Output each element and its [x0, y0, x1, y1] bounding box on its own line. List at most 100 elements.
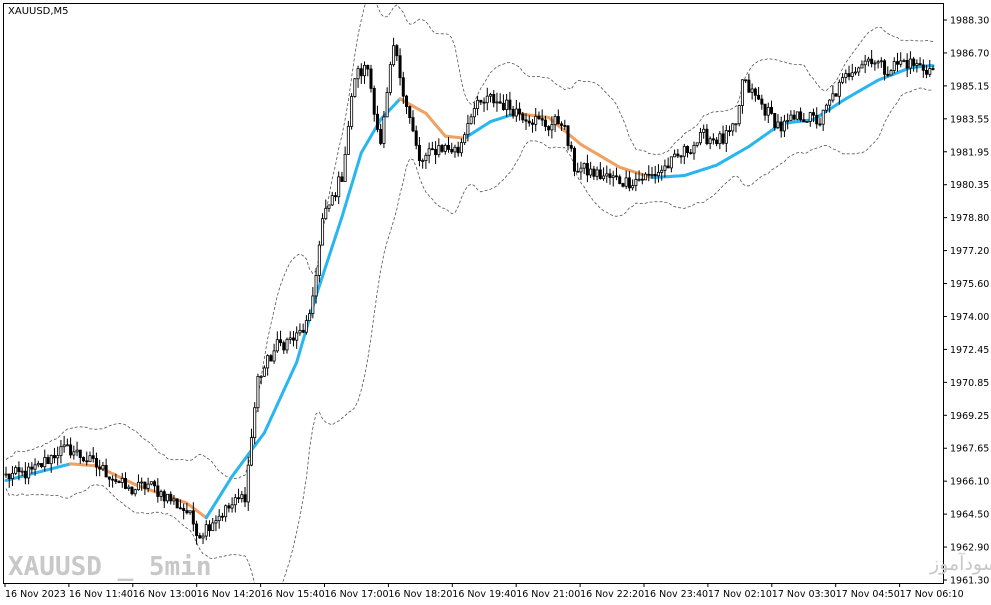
candle-body: [605, 173, 609, 177]
candle-body: [421, 160, 425, 162]
candle-body: [608, 173, 612, 178]
lower-band: [5, 87, 934, 583]
x-tick-label: 17 Nov 03:30: [772, 589, 836, 600]
candle-body: [237, 497, 241, 500]
candle-body: [530, 122, 534, 125]
candle-body: [388, 64, 392, 93]
candle-body: [812, 112, 816, 116]
candle-body: [492, 94, 496, 104]
candle-body: [324, 207, 328, 220]
candle-body: [524, 119, 528, 122]
candle-body: [795, 111, 799, 120]
candle-body: [169, 493, 173, 502]
candle-body: [621, 183, 625, 187]
candle-body: [434, 149, 438, 156]
candle-body: [786, 119, 790, 122]
ma-segment-up: [340, 204, 347, 219]
candle-body: [592, 168, 596, 177]
x-tick-label: 16 Nov 13:00: [133, 589, 197, 600]
candle-body: [908, 58, 912, 69]
candle-body: [902, 60, 906, 62]
candle-body: [188, 510, 192, 514]
bollinger-bands: [5, 4, 934, 583]
candle-body: [447, 144, 451, 150]
candle-body: [479, 99, 483, 103]
candle-body: [598, 169, 602, 180]
ma-segment-up: [333, 225, 341, 239]
y-tick-label: 1985.15: [950, 81, 989, 92]
y-tick-label: 1978.80: [950, 213, 989, 224]
candle-body: [159, 491, 163, 497]
candle-body: [521, 113, 525, 121]
candle-body: [207, 524, 211, 532]
candle-body: [217, 515, 221, 522]
candle-body: [728, 130, 732, 132]
candle-body: [560, 123, 564, 126]
candle-body: [369, 68, 373, 89]
candle-body: [676, 153, 680, 157]
candle-body: [153, 481, 157, 487]
ma-segment-up: [317, 274, 325, 288]
ma-segment-up: [346, 183, 354, 198]
y-tick-label: 1980.35: [950, 180, 989, 191]
candle-body: [537, 115, 541, 119]
candle-body: [140, 481, 144, 484]
candle-body: [256, 376, 260, 409]
candle-body: [269, 355, 273, 362]
ma-segment-up: [337, 215, 344, 229]
candle-body: [773, 113, 777, 128]
candle-body: [744, 79, 748, 82]
candle-body: [453, 146, 457, 153]
candle-body: [534, 115, 538, 125]
candle-body: [828, 99, 832, 106]
y-tick-label: 1967.65: [950, 444, 989, 455]
candle-body: [931, 68, 935, 70]
candle-body: [472, 108, 476, 118]
candle-body: [272, 350, 276, 362]
candle-body: [178, 507, 182, 510]
candle-body: [330, 195, 334, 206]
candle-body: [569, 145, 573, 149]
candle-body: [925, 69, 929, 75]
candle-body: [660, 169, 664, 173]
candle-body: [172, 498, 176, 502]
candle-body: [85, 460, 89, 463]
candle-body: [585, 163, 589, 176]
candle-body: [850, 72, 854, 77]
candle-body: [824, 104, 828, 111]
candle-body: [424, 154, 428, 161]
candle-body: [17, 467, 21, 473]
candle-body: [511, 108, 515, 117]
candle-body: [340, 176, 344, 182]
candle-body: [363, 64, 367, 77]
candle-body: [346, 126, 350, 155]
candle-body: [456, 146, 460, 154]
candle-body: [443, 144, 447, 152]
candle-body: [789, 114, 793, 121]
candle-body: [895, 61, 899, 65]
candle-body: [841, 77, 845, 83]
candle-body: [892, 61, 896, 72]
candle-body: [682, 146, 686, 157]
candle-body: [4, 473, 8, 476]
candle-body: [72, 451, 76, 456]
candle-body: [879, 60, 883, 63]
x-tick-label: 16 Nov 23:40: [644, 589, 708, 600]
candle-body: [450, 149, 454, 153]
candle-body: [405, 95, 409, 107]
candle-body: [227, 505, 231, 509]
candle-body: [111, 478, 115, 481]
candle-body: [56, 455, 60, 459]
candle-body: [634, 179, 638, 186]
candle-body: [883, 60, 887, 75]
plot-frame: [3, 3, 944, 584]
candle-body: [663, 165, 667, 171]
upper-band: [5, 4, 934, 480]
candle-body: [198, 535, 202, 539]
candle-body: [417, 144, 421, 162]
candle-body: [91, 455, 95, 459]
candle-body: [627, 177, 631, 189]
candle-body: [766, 106, 770, 116]
